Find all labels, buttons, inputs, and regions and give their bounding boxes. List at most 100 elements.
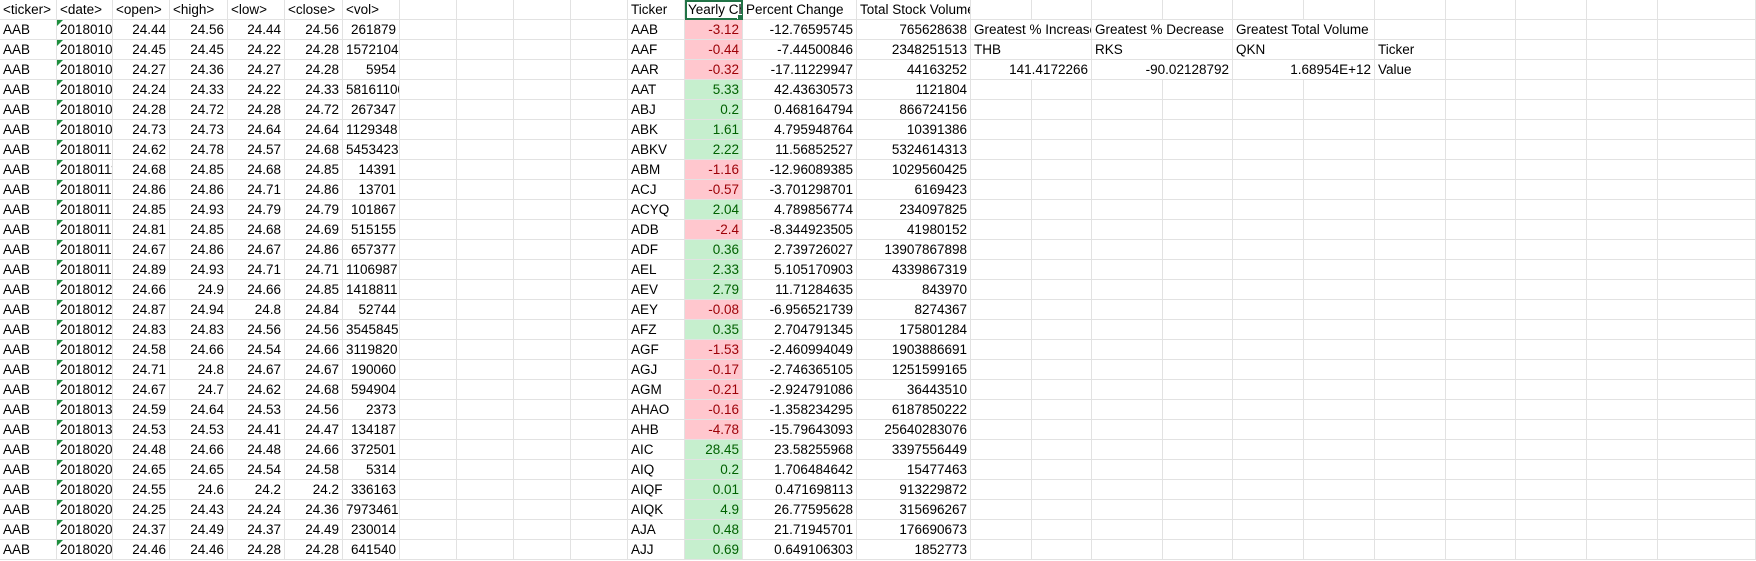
empty-cell[interactable]	[514, 480, 571, 500]
percent-change-cell[interactable]: 23.58255968	[743, 440, 857, 460]
empty-cell[interactable]	[1163, 80, 1233, 100]
value-cell[interactable]: 24.62	[113, 140, 170, 160]
value-cell[interactable]: 24.56	[285, 400, 343, 420]
empty-cell[interactable]	[571, 400, 628, 420]
stock-header-cell[interactable]: <vol>	[343, 0, 400, 20]
value-cell[interactable]: 24.28	[285, 40, 343, 60]
empty-cell[interactable]	[457, 300, 514, 320]
empty-cell[interactable]	[457, 360, 514, 380]
ticker-cell[interactable]: AAB	[0, 500, 57, 520]
empty-cell[interactable]	[1304, 540, 1375, 560]
empty-cell[interactable]	[1446, 400, 1516, 420]
empty-cell[interactable]	[1516, 0, 1587, 20]
empty-cell[interactable]	[1032, 440, 1092, 460]
empty-cell[interactable]	[1446, 60, 1516, 80]
greatest-value-cell[interactable]: 141.4172266	[971, 60, 1092, 80]
yearly-change-cell[interactable]: -3.12	[685, 20, 743, 40]
summary-header-ticker[interactable]: Ticker	[628, 0, 685, 20]
percent-change-cell[interactable]: -1.358234295	[743, 400, 857, 420]
value-cell[interactable]: 24.64	[228, 120, 285, 140]
empty-cell[interactable]	[1032, 120, 1092, 140]
yearly-change-cell[interactable]: 0.36	[685, 240, 743, 260]
empty-cell[interactable]	[571, 120, 628, 140]
empty-cell[interactable]	[1163, 240, 1233, 260]
empty-cell[interactable]	[1375, 440, 1446, 460]
date-cell[interactable]: 20180201	[57, 440, 113, 460]
empty-cell[interactable]	[1587, 420, 1658, 440]
empty-cell[interactable]	[514, 300, 571, 320]
value-cell[interactable]: 24.64	[170, 400, 228, 420]
percent-change-cell[interactable]: 0.471698113	[743, 480, 857, 500]
percent-change-cell[interactable]: 2.704791345	[743, 320, 857, 340]
empty-cell[interactable]	[1587, 240, 1658, 260]
empty-cell[interactable]	[571, 500, 628, 520]
yearly-change-cell[interactable]: 0.01	[685, 480, 743, 500]
empty-cell[interactable]	[1516, 340, 1587, 360]
summary-ticker-cell[interactable]: AAB	[628, 20, 685, 40]
empty-cell[interactable]	[1658, 500, 1756, 520]
empty-cell[interactable]	[971, 0, 1032, 20]
empty-cell[interactable]	[1375, 260, 1446, 280]
empty-cell[interactable]	[1516, 80, 1587, 100]
value-cell[interactable]: 24.86	[113, 180, 170, 200]
empty-cell[interactable]	[1304, 300, 1375, 320]
empty-cell[interactable]	[1304, 500, 1375, 520]
value-cell[interactable]: 594904	[343, 380, 400, 400]
empty-cell[interactable]	[1233, 360, 1304, 380]
value-cell[interactable]: 24.81	[113, 220, 170, 240]
empty-cell[interactable]	[1304, 180, 1375, 200]
empty-cell[interactable]	[514, 0, 571, 20]
yearly-change-cell[interactable]: 0.69	[685, 540, 743, 560]
empty-cell[interactable]	[1446, 260, 1516, 280]
ticker-cell[interactable]: AAB	[0, 220, 57, 240]
summary-ticker-cell[interactable]: AGM	[628, 380, 685, 400]
value-cell[interactable]: 52744	[343, 300, 400, 320]
percent-change-cell[interactable]: 4.795948764	[743, 120, 857, 140]
value-cell[interactable]: 24.86	[170, 180, 228, 200]
empty-cell[interactable]	[571, 380, 628, 400]
empty-cell[interactable]	[1032, 100, 1092, 120]
empty-cell[interactable]	[400, 300, 457, 320]
empty-cell[interactable]	[1446, 240, 1516, 260]
value-cell[interactable]: 24.84	[285, 300, 343, 320]
value-cell[interactable]: 1129348	[343, 120, 400, 140]
empty-cell[interactable]	[1032, 140, 1092, 160]
empty-cell[interactable]	[1304, 160, 1375, 180]
value-cell[interactable]: 24.33	[285, 80, 343, 100]
empty-cell[interactable]	[571, 540, 628, 560]
percent-change-cell[interactable]: -2.924791086	[743, 380, 857, 400]
yearly-change-cell[interactable]: 0.35	[685, 320, 743, 340]
value-cell[interactable]: 24.58	[285, 460, 343, 480]
value-cell[interactable]: 24.65	[113, 460, 170, 480]
ticker-cell[interactable]: AAB	[0, 320, 57, 340]
empty-cell[interactable]	[400, 100, 457, 120]
total-volume-cell[interactable]: 8274367	[857, 300, 971, 320]
empty-cell[interactable]	[1304, 140, 1375, 160]
ticker-cell[interactable]: AAB	[0, 80, 57, 100]
empty-cell[interactable]	[457, 500, 514, 520]
empty-cell[interactable]	[1092, 400, 1163, 420]
value-cell[interactable]: 24.54	[228, 340, 285, 360]
empty-cell[interactable]	[1587, 100, 1658, 120]
empty-cell[interactable]	[1092, 540, 1163, 560]
empty-cell[interactable]	[1092, 240, 1163, 260]
empty-cell[interactable]	[1658, 400, 1756, 420]
empty-cell[interactable]	[1163, 300, 1233, 320]
empty-cell[interactable]	[1233, 260, 1304, 280]
empty-cell[interactable]	[1032, 500, 1092, 520]
yearly-change-cell[interactable]: 2.79	[685, 280, 743, 300]
empty-cell[interactable]	[1032, 80, 1092, 100]
empty-cell[interactable]	[400, 480, 457, 500]
empty-cell[interactable]	[1032, 320, 1092, 340]
empty-cell[interactable]	[1163, 480, 1233, 500]
summary-ticker-cell[interactable]: AIQF	[628, 480, 685, 500]
value-cell[interactable]: 24.79	[228, 200, 285, 220]
value-cell[interactable]: 24.68	[285, 380, 343, 400]
empty-cell[interactable]	[1446, 420, 1516, 440]
yearly-change-cell[interactable]: 2.33	[685, 260, 743, 280]
value-cell[interactable]: 24.28	[285, 60, 343, 80]
empty-cell[interactable]	[457, 440, 514, 460]
value-cell[interactable]: 24.55	[113, 480, 170, 500]
empty-cell[interactable]	[457, 80, 514, 100]
empty-cell[interactable]	[1658, 140, 1756, 160]
